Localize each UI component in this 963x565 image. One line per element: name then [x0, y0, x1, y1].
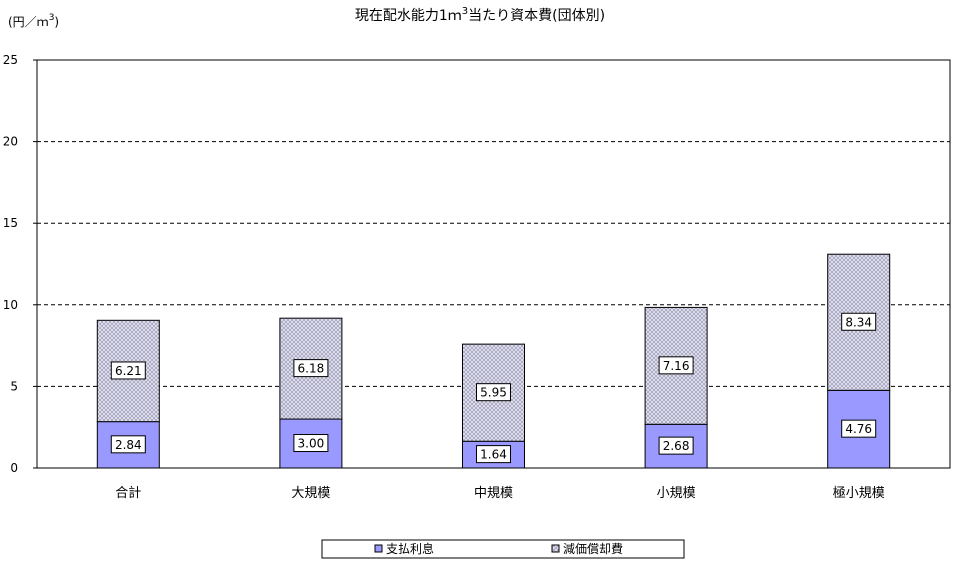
- legend-label: 支払利息: [386, 541, 434, 556]
- x-category-label: 小規模: [657, 486, 696, 501]
- chart-title: 現在配水能力1ｍ3当たり資本費(団体別): [355, 6, 605, 24]
- plot-area: [36, 59, 951, 469]
- y-tick-label: 0: [10, 461, 18, 475]
- data-label: 4.76: [845, 422, 872, 436]
- legend: 支払利息 減価償却費: [321, 539, 685, 559]
- x-category-label: 合計: [115, 485, 141, 501]
- y-tick-label: 15: [3, 216, 18, 230]
- x-axis-categories: 合計 大規模 中規模 小規模 極小規模: [115, 485, 884, 501]
- data-label: 2.84: [115, 438, 142, 452]
- data-label-box: [293, 434, 329, 453]
- legend-box: [321, 539, 685, 559]
- data-label: 6.18: [298, 362, 325, 376]
- data-label-box: [841, 312, 877, 331]
- data-label: 3.00: [298, 437, 325, 451]
- y-tick-label: 25: [3, 53, 18, 67]
- y-axis-unit-label: (円／ｍ3): [8, 13, 59, 29]
- data-label: 5.95: [480, 386, 507, 400]
- data-label-box: [110, 361, 146, 380]
- legend-swatch: [551, 544, 560, 553]
- data-label: 6.21: [115, 364, 142, 378]
- data-label-box: [476, 445, 511, 464]
- data-label: 8.34: [845, 315, 872, 329]
- y-tick-label: 10: [3, 298, 18, 312]
- data-label: 1.64: [480, 448, 507, 462]
- legend-label: 減価償却費: [563, 541, 623, 556]
- data-label-box: [476, 383, 511, 402]
- y-tick-label: 5: [10, 379, 18, 393]
- data-label-box: [658, 356, 694, 375]
- bar-series: 2.84 6.21 3.00 6.18 1.64 5.95 2.68 7.16 4.76 8.34: [96, 253, 891, 469]
- data-label: 7.16: [663, 359, 690, 373]
- x-category-label: 中規模: [474, 486, 513, 501]
- x-category-label: 大規模: [291, 486, 330, 501]
- y-tick-label: 20: [3, 135, 18, 149]
- data-label: 2.68: [663, 439, 690, 453]
- data-label-box: [110, 435, 146, 454]
- data-label-box: [293, 359, 329, 378]
- x-category-label: 極小規模: [833, 485, 885, 501]
- legend-swatch: [374, 544, 383, 553]
- data-label-box: [658, 436, 694, 455]
- y-axis-ticks: 0 5 10 15 20 25: [3, 53, 37, 475]
- data-label-box: [841, 419, 877, 438]
